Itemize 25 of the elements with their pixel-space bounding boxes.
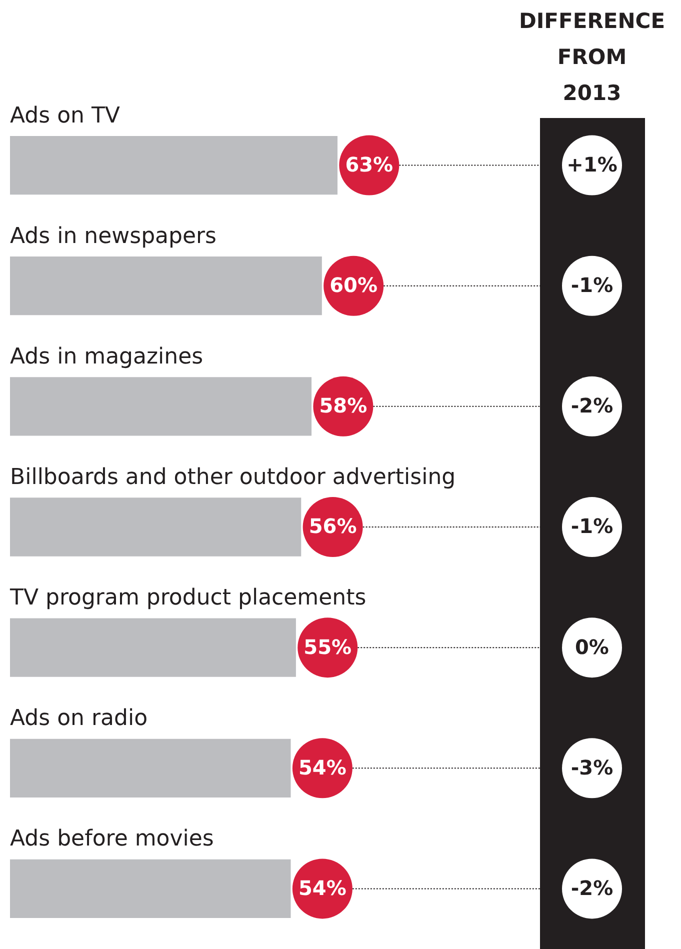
bar: [10, 256, 322, 316]
y-tick-label: Ads in newspapers: [10, 224, 217, 249]
y-tick-label: Ads before movies: [10, 826, 214, 852]
data-label: 60%: [330, 273, 378, 298]
data-label: 63%: [345, 152, 394, 176]
data-label: 55%: [304, 634, 352, 659]
data-label: 58%: [319, 394, 368, 418]
y-tick-label: TV program product placements: [9, 586, 366, 611]
text: -1%: [570, 514, 614, 538]
text: -1%: [570, 273, 614, 298]
data-label: 56%: [308, 514, 357, 538]
text: -2%: [570, 394, 614, 418]
y-tick-label: Ads in magazines: [10, 344, 204, 370]
text: 0%: [575, 634, 609, 659]
data-label: 54%: [298, 755, 346, 780]
text: -3%: [570, 755, 614, 780]
bar: [10, 136, 338, 195]
y-tick-label: Ads on TV: [10, 103, 120, 128]
bar: [10, 618, 296, 677]
text: +1%: [566, 152, 618, 176]
data-label: 54%: [298, 876, 346, 900]
text: DIFFERENCE FROM 2013: [518, 9, 666, 105]
y-tick-label: Billboards and other outdoor advertising: [10, 465, 456, 490]
text: -2%: [570, 876, 614, 900]
y-tick-label: Ads on radio: [10, 706, 148, 732]
